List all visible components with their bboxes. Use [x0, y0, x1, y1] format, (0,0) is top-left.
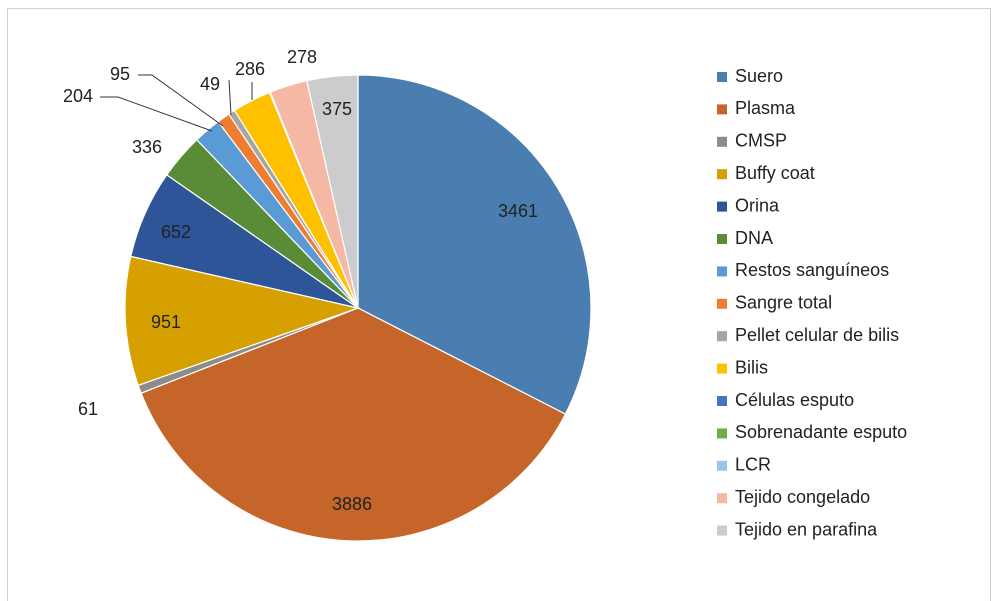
legend-label: Sobrenadante esputo — [735, 422, 907, 442]
pie-slice — [140, 307, 567, 542]
legend-swatch — [717, 266, 727, 277]
legend-swatch — [717, 493, 727, 504]
legend-swatch — [717, 234, 727, 244]
data-label: 278 — [287, 47, 317, 67]
legend-swatch — [717, 104, 727, 115]
legend-label: Tejido en parafina — [735, 519, 878, 539]
legend-label: CMSP — [735, 131, 787, 151]
legend-label: DNA — [735, 228, 773, 248]
legend-swatch — [717, 201, 727, 212]
legend-label: Tejido congelado — [735, 487, 870, 507]
legend-label: Orina — [735, 195, 780, 215]
data-label: 3886 — [332, 494, 372, 514]
legend-label: Pellet celular de bilis — [735, 325, 899, 345]
leader-line — [138, 74, 224, 127]
legend-label: Restos sanguíneos — [735, 260, 889, 280]
data-label: 652 — [161, 222, 191, 242]
data-label: 951 — [151, 312, 181, 332]
legend-label: Suero — [735, 66, 783, 86]
legend-swatch — [717, 396, 727, 406]
legend-swatch — [717, 460, 727, 471]
legend-swatch — [717, 72, 727, 82]
leaders — [100, 74, 253, 132]
data-label: 204 — [63, 86, 93, 106]
legend-swatch — [717, 525, 727, 536]
legend-label: LCR — [735, 455, 771, 475]
legend-label: Buffy coat — [735, 163, 815, 183]
data-label: 375 — [322, 99, 352, 119]
data-label: 336 — [132, 137, 162, 157]
leader-line — [228, 79, 232, 116]
pie-slice — [124, 255, 361, 387]
legend-label: Plasma — [735, 98, 796, 118]
data-label: 95 — [110, 64, 130, 84]
data-label: 286 — [235, 59, 265, 79]
data-label: 3461 — [498, 201, 538, 221]
pie-slice — [357, 74, 592, 415]
legend-swatch — [717, 298, 727, 309]
legend-label: Bilis — [735, 357, 768, 377]
legend-swatch — [717, 428, 727, 439]
pie-slice — [306, 74, 359, 309]
legend-swatch — [717, 363, 727, 374]
legend-swatch — [717, 169, 727, 180]
leader-line — [100, 96, 213, 132]
legend-label: Sangre total — [735, 293, 832, 313]
legend-swatch — [717, 136, 727, 147]
legend-swatch — [717, 331, 727, 342]
data-label: 49 — [200, 74, 220, 94]
data-label: 61 — [78, 399, 98, 419]
legend-label: Células esputo — [735, 390, 854, 410]
